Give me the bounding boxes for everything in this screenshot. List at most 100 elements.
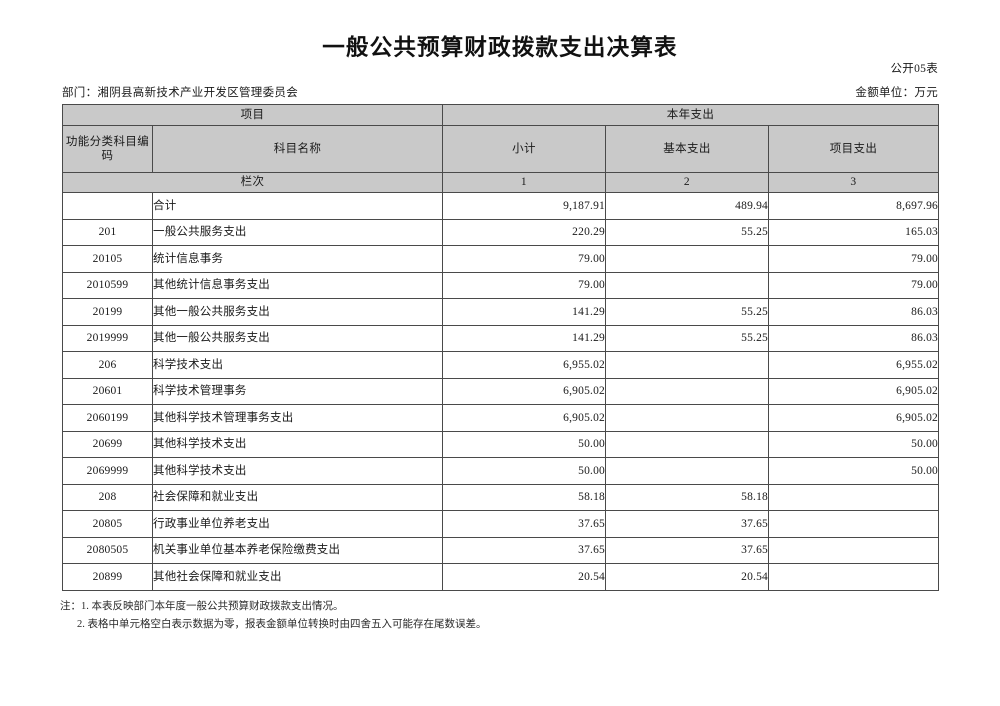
cell-project-expenditure: 6,905.02 bbox=[768, 404, 939, 432]
table-row: 2010599 其他统计信息事务支出 79.00 79.00 bbox=[62, 271, 939, 299]
table-row: 206 科学技术支出 6,955.02 6,955.02 bbox=[62, 351, 939, 379]
table-row: 20699 其他科学技术支出 50.00 50.00 bbox=[62, 430, 939, 458]
cell-project-expenditure bbox=[768, 536, 939, 564]
cell-project-expenditure: 165.03 bbox=[768, 218, 939, 246]
cell-subject-name: 合计 bbox=[152, 192, 443, 220]
table-body: 合计 9,187.91 489.94 8,697.96 201 一般公共服务支出 220.2… bbox=[62, 192, 939, 591]
header-column-subtotal: 小计 bbox=[442, 125, 606, 173]
table-row: 20601 科学技术管理事务 6,905.02 6,905.02 bbox=[62, 377, 939, 405]
cell-function-code: 20601 bbox=[62, 377, 153, 405]
table-row: 2080505 机关事业单位基本养老保险缴费支出 37.65 37.65 bbox=[62, 536, 939, 564]
cell-project-expenditure: 50.00 bbox=[768, 457, 939, 485]
cell-subject-name: 统计信息事务 bbox=[152, 245, 443, 273]
cell-subtotal: 58.18 bbox=[442, 483, 606, 511]
cell-project-expenditure bbox=[768, 563, 939, 591]
cell-subject-name: 机关事业单位基本养老保险缴费支出 bbox=[152, 536, 443, 564]
header-column-function-code: 功能分类科目编码 bbox=[62, 125, 153, 173]
cell-subtotal: 37.65 bbox=[442, 510, 606, 538]
table-row: 合计 9,187.91 489.94 8,697.96 bbox=[62, 192, 939, 220]
cell-function-code: 2019999 bbox=[62, 324, 153, 352]
cell-basic-expenditure bbox=[605, 377, 769, 405]
cell-basic-expenditure bbox=[605, 271, 769, 299]
table-row: 20899 其他社会保障和就业支出 20.54 20.54 bbox=[62, 563, 939, 591]
department-label: 部门：湘阴县高新技术产业开发区管理委员会 bbox=[62, 87, 298, 99]
table-header-column-row: 功能分类科目编码 科目名称 小计 基本支出 项目支出 bbox=[62, 125, 939, 173]
table-row: 20105 统计信息事务 79.00 79.00 bbox=[62, 245, 939, 273]
cell-subject-name: 其他科学技术支出 bbox=[152, 457, 443, 485]
table-notes: 注：1. 本表反映部门本年度一般公共预算财政拨款支出情况。 2. 表格中单元格空… bbox=[60, 598, 940, 635]
cell-function-code: 2069999 bbox=[62, 457, 153, 485]
cell-subject-name: 其他一般公共服务支出 bbox=[152, 298, 443, 326]
cell-basic-expenditure: 37.65 bbox=[605, 510, 769, 538]
cell-basic-expenditure bbox=[605, 404, 769, 432]
cell-function-code: 208 bbox=[62, 483, 153, 511]
cell-subject-name: 其他科学技术支出 bbox=[152, 430, 443, 458]
cell-subtotal: 6,905.02 bbox=[442, 404, 606, 432]
cell-subject-name: 行政事业单位养老支出 bbox=[152, 510, 443, 538]
page-title: 一般公共预算财政拨款支出决算表 bbox=[322, 35, 678, 60]
cell-subject-name: 一般公共服务支出 bbox=[152, 218, 443, 246]
table-header-group-row: 项目 本年支出 bbox=[62, 104, 939, 126]
cell-subject-name: 其他统计信息事务支出 bbox=[152, 271, 443, 299]
cell-function-code: 201 bbox=[62, 218, 153, 246]
table-header-index-row: 栏次 1 2 3 bbox=[62, 172, 939, 193]
cell-function-code: 206 bbox=[62, 351, 153, 379]
header-column-index-1: 1 bbox=[442, 172, 606, 193]
cell-basic-expenditure: 37.65 bbox=[605, 536, 769, 564]
cell-subtotal: 50.00 bbox=[442, 457, 606, 485]
cell-function-code bbox=[62, 192, 153, 220]
cell-project-expenditure bbox=[768, 483, 939, 511]
cell-subtotal: 50.00 bbox=[442, 430, 606, 458]
cell-function-code: 2060199 bbox=[62, 404, 153, 432]
cell-basic-expenditure: 20.54 bbox=[605, 563, 769, 591]
table-row: 208 社会保障和就业支出 58.18 58.18 bbox=[62, 483, 939, 511]
cell-project-expenditure: 50.00 bbox=[768, 430, 939, 458]
table-row: 2019999 其他一般公共服务支出 141.29 55.25 86.03 bbox=[62, 324, 939, 352]
cell-function-code: 20105 bbox=[62, 245, 153, 273]
sheet-number-label: 公开05表 bbox=[890, 63, 938, 75]
table-row: 2069999 其他科学技术支出 50.00 50.00 bbox=[62, 457, 939, 485]
cell-subject-name: 科学技术支出 bbox=[152, 351, 443, 379]
cell-subtotal: 6,905.02 bbox=[442, 377, 606, 405]
cell-function-code: 20805 bbox=[62, 510, 153, 538]
cell-subtotal: 79.00 bbox=[442, 271, 606, 299]
cell-function-code: 20699 bbox=[62, 430, 153, 458]
header-column-basic-expenditure: 基本支出 bbox=[605, 125, 769, 173]
cell-project-expenditure: 6,955.02 bbox=[768, 351, 939, 379]
cell-basic-expenditure: 55.25 bbox=[605, 218, 769, 246]
header-column-index-label: 栏次 bbox=[62, 172, 443, 193]
table-header: 项目 本年支出 功能分类科目编码 科目名称 小计 基本支出 项目支出 栏次 1 … bbox=[62, 104, 939, 193]
header-column-subject-name: 科目名称 bbox=[152, 125, 443, 173]
cell-project-expenditure: 6,905.02 bbox=[768, 377, 939, 405]
cell-subtotal: 220.29 bbox=[442, 218, 606, 246]
cell-function-code: 2080505 bbox=[62, 536, 153, 564]
cell-subject-name: 其他社会保障和就业支出 bbox=[152, 563, 443, 591]
cell-subtotal: 141.29 bbox=[442, 298, 606, 326]
budget-expenditure-table: 项目 本年支出 功能分类科目编码 科目名称 小计 基本支出 项目支出 栏次 1 … bbox=[62, 104, 939, 591]
cell-basic-expenditure bbox=[605, 457, 769, 485]
cell-basic-expenditure: 489.94 bbox=[605, 192, 769, 220]
header-column-project-expenditure: 项目支出 bbox=[768, 125, 939, 173]
cell-subject-name: 社会保障和就业支出 bbox=[152, 483, 443, 511]
cell-subtotal: 79.00 bbox=[442, 245, 606, 273]
header-column-index-3: 3 bbox=[768, 172, 939, 193]
cell-subtotal: 20.54 bbox=[442, 563, 606, 591]
cell-basic-expenditure bbox=[605, 351, 769, 379]
cell-subtotal: 9,187.91 bbox=[442, 192, 606, 220]
cell-subtotal: 141.29 bbox=[442, 324, 606, 352]
table-row: 2060199 其他科学技术管理事务支出 6,905.02 6,905.02 bbox=[62, 404, 939, 432]
cell-subject-name: 其他一般公共服务支出 bbox=[152, 324, 443, 352]
cell-project-expenditure: 79.00 bbox=[768, 271, 939, 299]
cell-project-expenditure: 79.00 bbox=[768, 245, 939, 273]
cell-subject-name: 科学技术管理事务 bbox=[152, 377, 443, 405]
cell-project-expenditure: 86.03 bbox=[768, 298, 939, 326]
cell-basic-expenditure: 58.18 bbox=[605, 483, 769, 511]
header-column-index-2: 2 bbox=[605, 172, 769, 193]
cell-function-code: 20199 bbox=[62, 298, 153, 326]
cell-project-expenditure: 86.03 bbox=[768, 324, 939, 352]
cell-project-expenditure: 8,697.96 bbox=[768, 192, 939, 220]
cell-basic-expenditure: 55.25 bbox=[605, 324, 769, 352]
cell-subject-name: 其他科学技术管理事务支出 bbox=[152, 404, 443, 432]
cell-basic-expenditure: 55.25 bbox=[605, 298, 769, 326]
